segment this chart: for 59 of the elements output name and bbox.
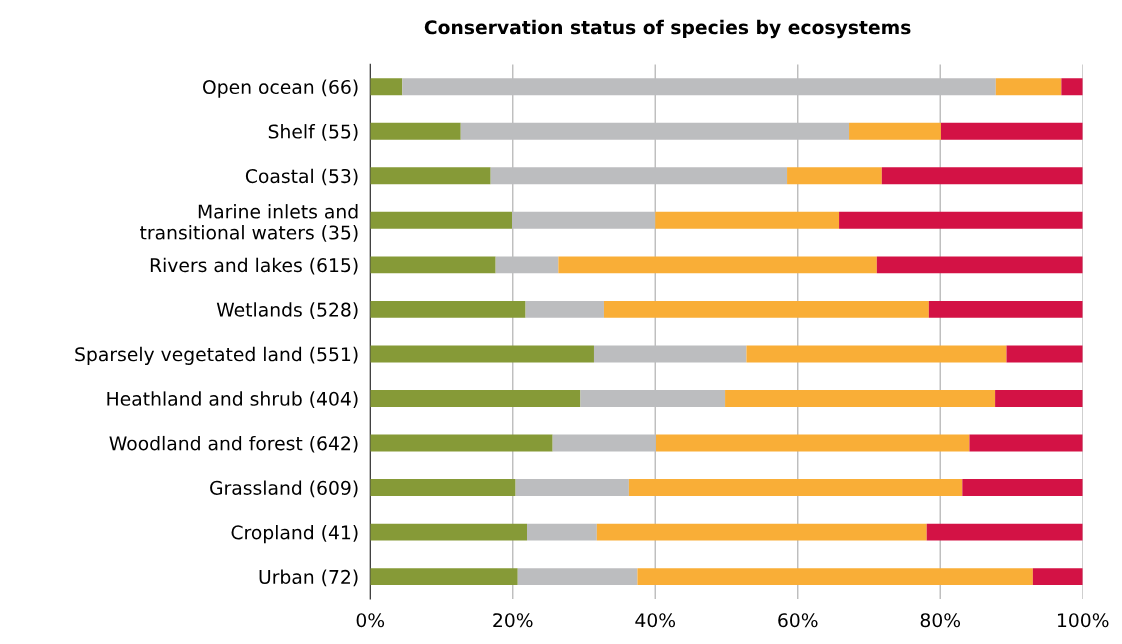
bar bbox=[370, 211, 513, 229]
bar bbox=[527, 523, 597, 541]
bar bbox=[1032, 568, 1083, 586]
bar bbox=[603, 300, 929, 318]
bar bbox=[596, 523, 927, 541]
bar bbox=[995, 390, 1083, 407]
bar bbox=[725, 390, 996, 407]
bar bbox=[370, 122, 461, 140]
bar bbox=[515, 479, 629, 497]
bar bbox=[370, 479, 516, 497]
bar bbox=[370, 345, 594, 363]
chart-title: Conservation status of species by ecosystems bbox=[424, 19, 911, 39]
y-tick-label: Sparsely vegetated land (551) bbox=[75, 346, 358, 365]
bar bbox=[517, 568, 638, 586]
bar bbox=[370, 256, 496, 274]
bar bbox=[370, 390, 581, 407]
bar bbox=[928, 300, 1083, 318]
y-tick-label: Wetlands (528) bbox=[216, 302, 358, 319]
y-tick-label: Heathland and shrub (404) bbox=[107, 391, 358, 409]
bar bbox=[370, 434, 553, 452]
bar bbox=[637, 568, 1033, 586]
bar bbox=[558, 256, 877, 274]
y-tick-label: Rivers and lakes (615) bbox=[150, 257, 358, 275]
bar bbox=[995, 78, 1062, 96]
bar bbox=[962, 479, 1083, 497]
x-tick-label: 60% bbox=[778, 613, 818, 628]
bar bbox=[839, 211, 1083, 229]
x-tick-label: 80% bbox=[920, 613, 961, 628]
bar bbox=[370, 78, 403, 96]
bar bbox=[926, 523, 1083, 541]
x-tick-label: 0% bbox=[356, 613, 385, 628]
x-tick-label: 20% bbox=[493, 613, 533, 628]
bar bbox=[881, 167, 1083, 185]
bar bbox=[370, 568, 518, 586]
x-tick-label: 40% bbox=[635, 613, 676, 628]
bar bbox=[525, 300, 604, 318]
bar bbox=[655, 434, 970, 452]
y-tick-label: Cropland (41) bbox=[231, 524, 358, 544]
bar bbox=[370, 167, 491, 185]
y-tick-label: Open ocean (66) bbox=[203, 79, 358, 98]
bar bbox=[787, 167, 882, 185]
x-tick-label: 100% bbox=[1057, 613, 1109, 628]
bar bbox=[655, 211, 840, 229]
bar bbox=[940, 122, 1083, 140]
bar bbox=[746, 345, 1007, 363]
y-tick-label: Coastal (53) bbox=[245, 168, 358, 186]
y-tick-label: Marine inlets and transitional waters (35) bbox=[140, 204, 358, 242]
bar bbox=[370, 300, 526, 318]
bar bbox=[969, 434, 1083, 452]
y-tick-label: Grassland (609) bbox=[210, 480, 358, 498]
bar bbox=[1061, 78, 1083, 96]
y-tick-label: Urban (72) bbox=[259, 569, 358, 587]
bar bbox=[876, 256, 1083, 274]
bar bbox=[849, 122, 941, 140]
y-tick-label: Woodland and forest (642) bbox=[109, 435, 358, 453]
bar bbox=[628, 479, 963, 497]
y-tick-label: Shelf (55) bbox=[268, 124, 358, 141]
bar bbox=[370, 523, 527, 541]
bar bbox=[1006, 345, 1083, 363]
